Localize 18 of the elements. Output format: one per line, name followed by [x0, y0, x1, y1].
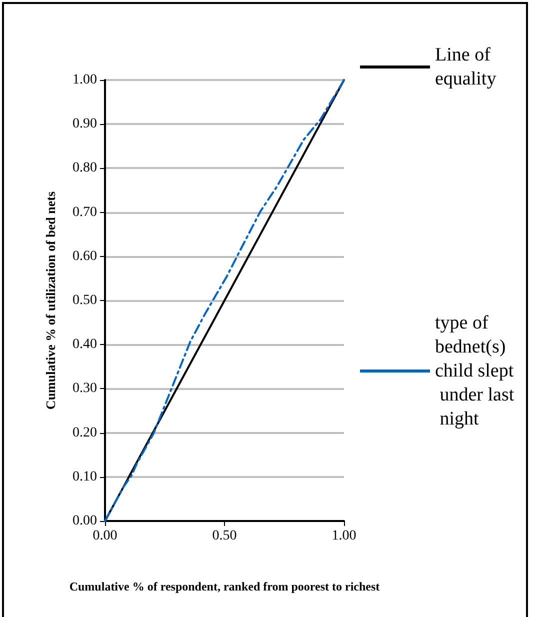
y-tick-label: 1.00 [72, 72, 97, 88]
y-tick-label: 0.10 [72, 469, 97, 484]
y-tick-label: 0.30 [72, 381, 97, 396]
y-tick-label: 0.50 [72, 293, 97, 308]
y-tick-label: 0.80 [72, 160, 97, 176]
x-tick-label: 0.50 [212, 528, 237, 544]
x-tick-label: 1.00 [332, 528, 356, 544]
legend-label: Line of equality [435, 44, 497, 90]
y-tick-label: 0.40 [72, 337, 97, 352]
x-tick-label: 0.00 [92, 528, 118, 544]
y-axis-title: Cumulative % of utilization of bed nets [43, 191, 58, 410]
x-axis-title: Cumulative % of respondent, ranked from poorest to richest [69, 580, 380, 594]
y-tick-label: 0.00 [72, 514, 97, 528]
y-tick-label: 0.90 [72, 116, 97, 132]
legend-label: type of bednet(s) child slept under last night [435, 312, 515, 430]
y-tick-label: 0.20 [72, 425, 97, 440]
y-tick-label: 0.70 [72, 204, 97, 220]
y-tick-label: 0.60 [72, 248, 97, 264]
